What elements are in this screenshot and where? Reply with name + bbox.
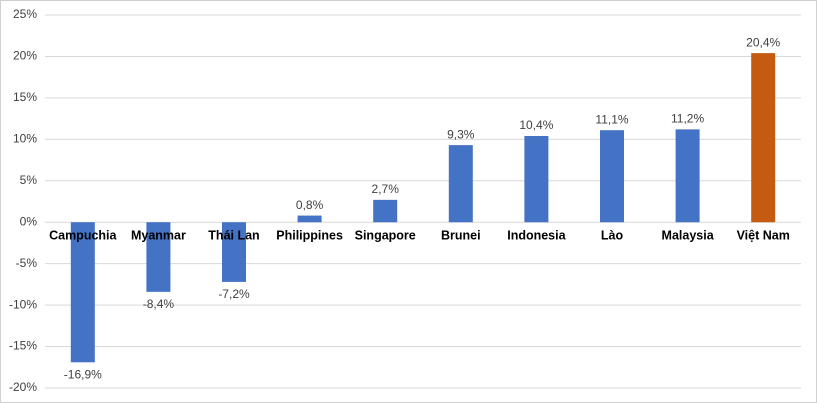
y-tick-label: -5% bbox=[16, 256, 38, 270]
bar bbox=[448, 145, 473, 223]
y-tick-label: 5% bbox=[20, 173, 38, 187]
x-tick-label: Lào bbox=[601, 229, 624, 243]
x-tick-label: Brunei bbox=[441, 229, 481, 243]
bar bbox=[751, 53, 776, 223]
y-tick-label: -20% bbox=[9, 380, 37, 394]
bar bbox=[222, 222, 246, 282]
x-tick-label: Indonesia bbox=[507, 229, 566, 243]
bar bbox=[297, 215, 322, 223]
bar bbox=[600, 130, 624, 223]
value-label: 0,8% bbox=[296, 198, 324, 212]
y-tick-label: 10% bbox=[13, 132, 37, 146]
x-tick-label: Thái Lan bbox=[208, 229, 259, 243]
x-tick-label: Singapore bbox=[355, 229, 416, 243]
x-tick-label: Philippines bbox=[276, 229, 343, 243]
y-tick-label: 20% bbox=[13, 49, 37, 63]
value-label: -7,2% bbox=[218, 287, 250, 301]
bar bbox=[373, 199, 398, 223]
y-tick-label: 0% bbox=[20, 214, 38, 228]
y-tick-label: -10% bbox=[9, 297, 37, 311]
value-label: 11,1% bbox=[595, 112, 628, 126]
y-tick-label: 15% bbox=[13, 90, 37, 104]
y-tick-label: -15% bbox=[9, 339, 37, 353]
x-tick-label: Việt Nam bbox=[737, 229, 790, 243]
value-label: 11,2% bbox=[671, 112, 704, 126]
x-tick-label: Myanmar bbox=[131, 229, 186, 243]
bar bbox=[524, 136, 549, 223]
bar bbox=[70, 222, 95, 363]
x-tick-label: Malaysia bbox=[662, 229, 715, 243]
bar bbox=[146, 222, 171, 292]
y-tick-label: 25% bbox=[13, 7, 37, 21]
value-label: -16,9% bbox=[64, 367, 102, 381]
value-label: -8,4% bbox=[143, 297, 175, 311]
bar bbox=[675, 129, 700, 223]
value-label: 20,4% bbox=[746, 35, 780, 49]
value-label: 9,3% bbox=[447, 127, 475, 141]
value-label: 2,7% bbox=[372, 182, 400, 196]
value-label: 10,4% bbox=[519, 118, 553, 132]
x-tick-label: Campuchia bbox=[49, 229, 117, 243]
